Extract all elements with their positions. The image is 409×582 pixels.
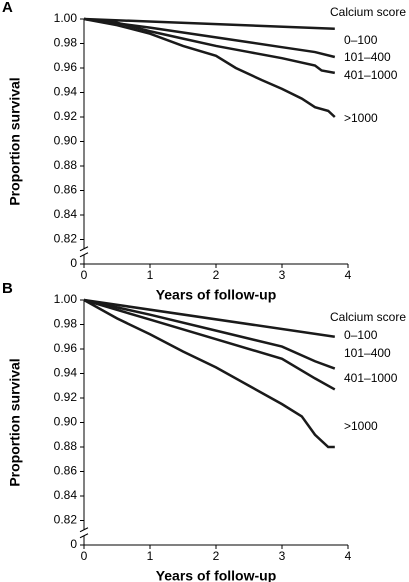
- legend-title: Calcium score: [330, 5, 406, 19]
- x-tick-label: 0: [81, 549, 88, 563]
- axis-break: [79, 533, 89, 539]
- y-tick-label: 1.00: [54, 292, 78, 306]
- series-label: 401–1000: [344, 371, 398, 385]
- panel-label: B: [2, 280, 13, 297]
- y-tick-label: 0.92: [54, 109, 78, 123]
- y-axis-title: Proportion survival: [7, 358, 23, 486]
- y-tick-label: 0.86: [54, 183, 78, 197]
- y-tick-label: 0.90: [54, 134, 78, 148]
- y-tick-label: 0.92: [54, 390, 78, 404]
- survival-line: [83, 17, 335, 31]
- y-tick-label: 0.90: [54, 415, 78, 429]
- survival-line: [83, 17, 336, 118]
- y-tick-label: 0.88: [54, 439, 78, 453]
- axis-break: [79, 246, 89, 252]
- y-tick-label: 0.82: [54, 232, 78, 246]
- series-label: 101–400: [344, 346, 391, 360]
- survival-line: [83, 298, 335, 338]
- y-tick-label: 0.96: [54, 60, 78, 74]
- y-tick-label: 0.94: [54, 366, 78, 380]
- x-tick-label: 1: [147, 549, 154, 563]
- x-tick-label: 2: [213, 268, 220, 282]
- x-axis-title: Years of follow-up: [156, 568, 277, 582]
- y-tick-label: 1.00: [54, 11, 78, 25]
- y-tick-label: 0.88: [54, 158, 78, 172]
- series-label: 101–400: [344, 50, 391, 64]
- survival-line: [83, 17, 336, 75]
- x-axis-title: Years of follow-up: [156, 287, 277, 303]
- y-tick-label: 0.96: [54, 341, 78, 355]
- x-tick-label: 4: [345, 268, 352, 282]
- series-label: >1000: [344, 111, 378, 125]
- axis-break: [79, 252, 89, 258]
- survival-line: [83, 298, 336, 391]
- y-tick-label: 0: [70, 537, 77, 551]
- x-tick-label: 0: [81, 268, 88, 282]
- y-tick-label: 0.86: [54, 464, 78, 478]
- y-tick-label: 0.98: [54, 317, 78, 331]
- y-tick-label: 0.98: [54, 36, 78, 50]
- axis-break: [79, 527, 89, 533]
- y-tick-label: 0.84: [54, 488, 78, 502]
- survival-line: [83, 298, 336, 370]
- series-label: 0–100: [344, 328, 378, 342]
- x-tick-label: 2: [213, 549, 220, 563]
- x-tick-label: 1: [147, 268, 154, 282]
- y-tick-label: 0.84: [54, 207, 78, 221]
- y-tick-label: 0.82: [54, 513, 78, 527]
- x-tick-label: 3: [279, 549, 286, 563]
- series-label: >1000: [344, 419, 378, 433]
- y-tick-label: 0: [70, 256, 77, 270]
- x-tick-label: 4: [345, 549, 352, 563]
- y-tick-label: 0.94: [54, 85, 78, 99]
- x-tick-label: 3: [279, 268, 286, 282]
- survival-line: [83, 298, 335, 449]
- survival-line: [83, 17, 336, 59]
- y-axis-title: Proportion survival: [7, 77, 23, 205]
- legend-title: Calcium score: [330, 310, 406, 324]
- series-label: 0–100: [344, 33, 378, 47]
- series-label: 401–1000: [344, 68, 398, 82]
- panel-label: A: [2, 0, 13, 16]
